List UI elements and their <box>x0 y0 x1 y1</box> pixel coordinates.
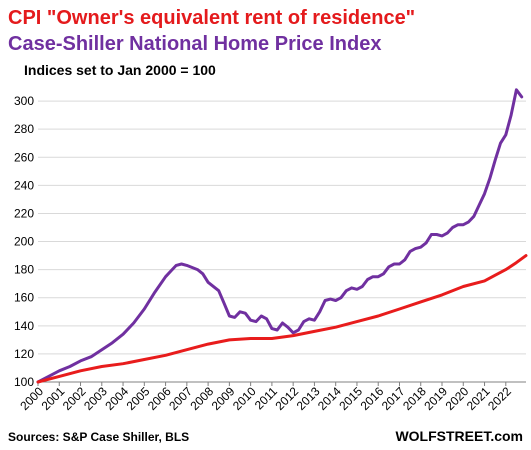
y-tick-label: 180 <box>14 263 34 277</box>
chart-subtitle: Indices set to Jan 2000 = 100 <box>24 62 216 78</box>
y-tick-label: 300 <box>14 94 34 108</box>
x-tick-label: 2022 <box>485 384 514 413</box>
y-tick-label: 100 <box>14 375 34 389</box>
chart-title-line-2: Case-Shiller National Home Price Index <box>8 33 381 55</box>
brand-label: WOLFSTREET.com <box>395 428 523 444</box>
x-tick-labels: 2000200120022003200420052006200720082009… <box>17 384 514 413</box>
y-tick-label: 120 <box>14 347 34 361</box>
y-tick-label: 200 <box>14 235 34 249</box>
series-group <box>36 88 528 384</box>
y-tick-label: 220 <box>14 206 34 220</box>
y-tick-label: 260 <box>14 150 34 164</box>
x-tick-label: 2011 <box>252 384 280 412</box>
axes <box>37 381 526 386</box>
y-tick-label: 140 <box>14 319 34 333</box>
chart-title-line-1: CPI "Owner's equivalent rent of residenc… <box>8 7 415 29</box>
y-tick-label: 280 <box>14 122 34 136</box>
home-price-index-line <box>36 88 524 384</box>
y-tick-labels: 100 120 140 160 180 200 220 240 260 280 300 <box>14 94 34 389</box>
y-tick-label: 160 <box>14 291 34 305</box>
owners-equivalent-rent-line <box>36 254 528 384</box>
y-tick-label: 240 <box>14 178 34 192</box>
gridlines <box>38 100 526 355</box>
source-note: Sources: S&P Case Shiller, BLS <box>8 430 189 444</box>
